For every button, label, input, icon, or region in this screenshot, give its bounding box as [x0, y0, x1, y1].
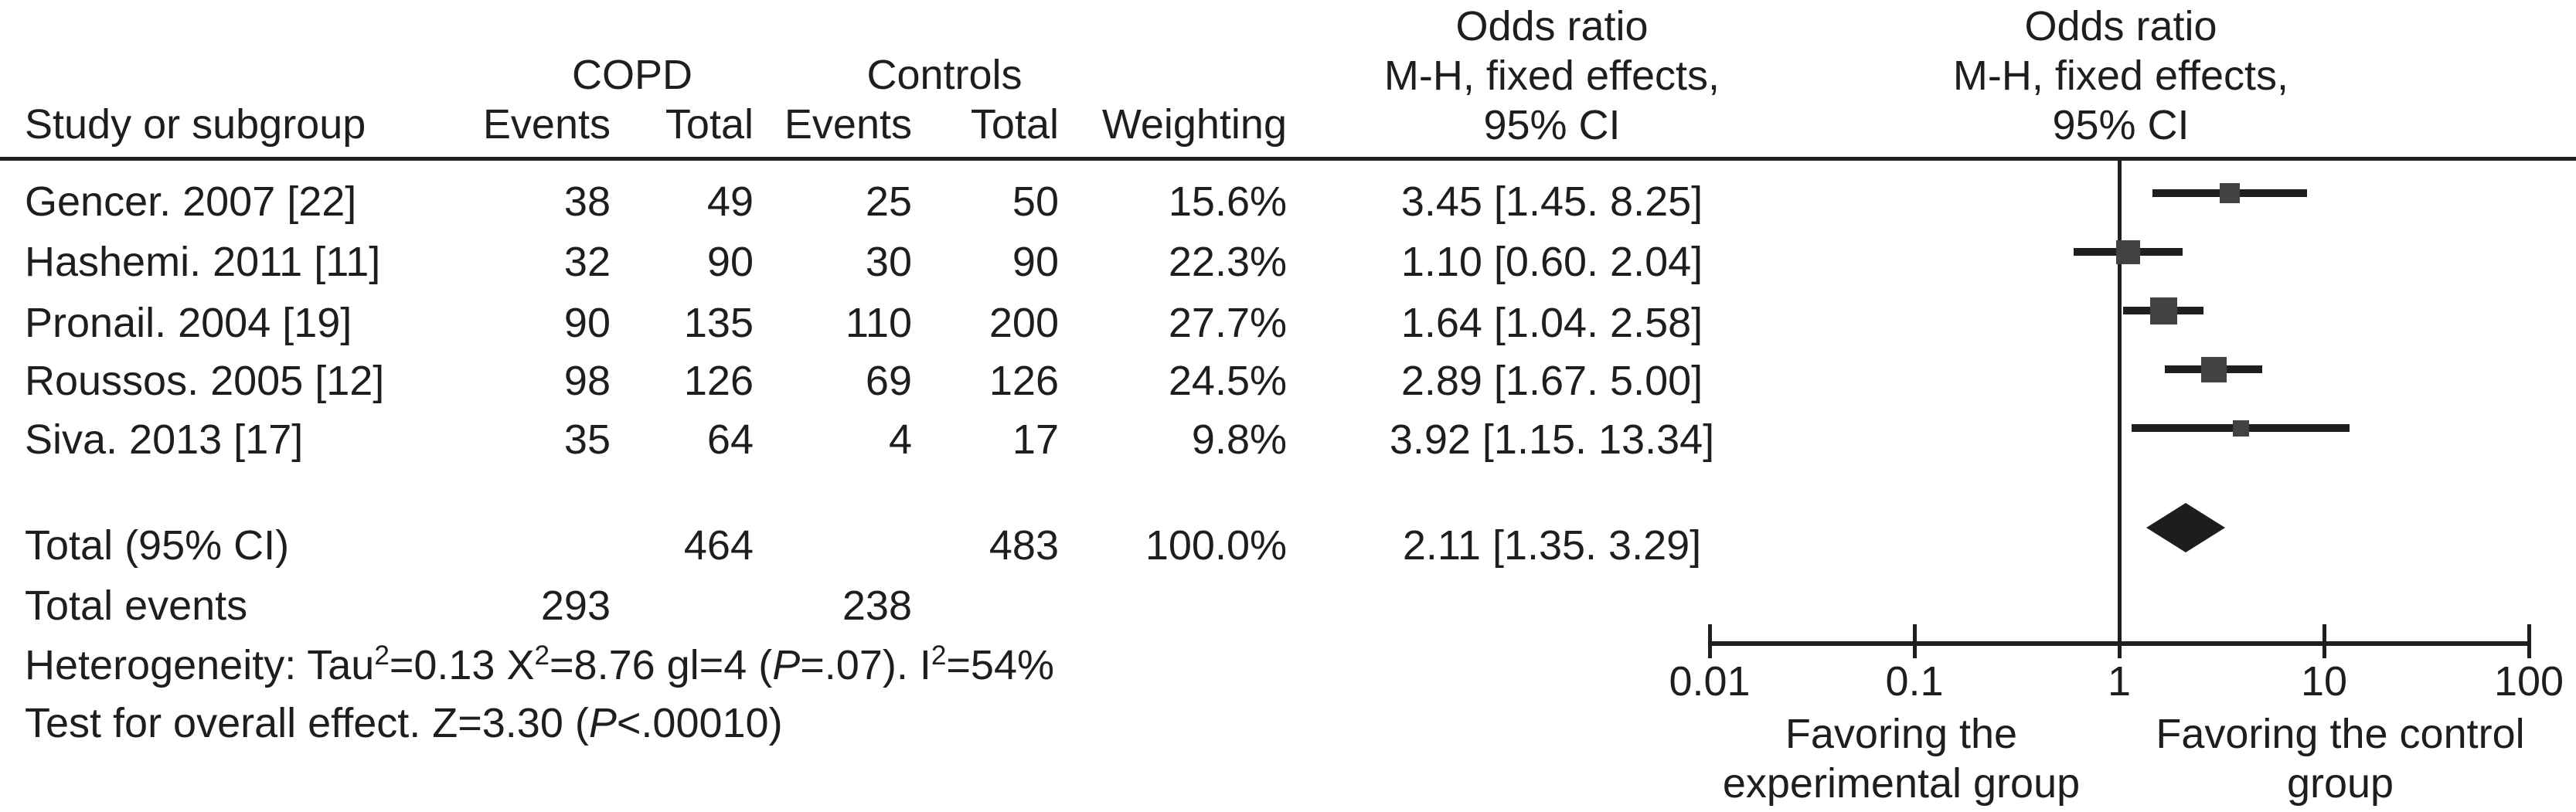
copd-events-value: 98 [563, 358, 611, 404]
weighting-value: 9.8% [1191, 416, 1287, 463]
study-label: Pronail. 2004 [19] [25, 300, 352, 346]
col-header-controls-events: Events [784, 101, 912, 148]
favoring-right-line2: group [2286, 760, 2394, 807]
study-label: Hashemi. 2011 [11] [25, 239, 381, 285]
copd-total-value: 126 [683, 358, 754, 404]
col-group-header-controls: Controls [866, 52, 1023, 98]
total-copd-events: 293 [540, 583, 611, 629]
col-header-controls-total: Total [970, 101, 1059, 148]
control-events-value: 30 [865, 239, 912, 285]
or-ci-text: 3.45 [1.45. 8.25] [1400, 178, 1703, 225]
weighting-value: 15.6% [1168, 178, 1287, 225]
effect-square [2220, 183, 2240, 203]
effect-square [2232, 420, 2249, 437]
odds-ratio-header-line1: Odds ratio [2024, 3, 2217, 49]
total-or-ci-text: 2.11 [1.35. 3.29] [1402, 522, 1702, 569]
odds-ratio-header-line3: 95% CI [2052, 102, 2190, 148]
copd-events-value: 38 [563, 178, 611, 225]
x-axis-tick-label: 1 [2107, 658, 2132, 705]
copd-events-value: 90 [563, 300, 611, 346]
total-control-total: 483 [989, 522, 1059, 569]
study-label: Roussos. 2005 [12] [25, 358, 385, 404]
favoring-left-line1: Favoring the [1785, 711, 2018, 757]
control-total-value: 50 [1012, 178, 1059, 225]
x-axis-tick-label: 10 [2300, 658, 2348, 705]
odds-ratio-header-line2: M-H, fixed effects, [1383, 53, 1720, 99]
control-total-value: 200 [989, 300, 1059, 346]
copd-events-value: 32 [563, 239, 611, 285]
col-header-weighting: Weighting [1101, 101, 1287, 148]
control-total-value: 126 [989, 358, 1059, 404]
col-header-study: Study or subgroup [25, 101, 366, 148]
control-total-value: 90 [1012, 239, 1059, 285]
copd-total-value: 49 [706, 178, 754, 225]
total-row-label: Total (95% CI) [25, 522, 290, 569]
favoring-left-label: Favoring the experimental group [1631, 709, 2172, 808]
or-ci-text: 1.10 [0.60. 2.04] [1400, 239, 1703, 285]
overall-effect-note: Test for overall effect. Z=3.30 (P<.0001… [25, 700, 783, 746]
control-total-value: 17 [1012, 416, 1059, 463]
x-axis-tick [2118, 624, 2122, 658]
weighting-value: 27.7% [1168, 300, 1287, 346]
x-axis-tick [1708, 624, 1712, 658]
x-axis-tick-label: 0.01 [1669, 658, 1751, 705]
or-ci-text: 2.89 [1.67. 5.00] [1400, 358, 1703, 404]
or-ci-text: 3.92 [1.15. 13.34] [1389, 416, 1715, 463]
col-group-header-copd: COPD [571, 52, 692, 98]
effect-square [2200, 356, 2227, 382]
control-events-value: 69 [865, 358, 912, 404]
or-ci-text: 1.64 [1.04. 2.58] [1400, 300, 1703, 346]
summary-diamond [2146, 503, 2225, 552]
effect-square [2115, 240, 2140, 264]
control-events-value: 4 [888, 416, 912, 463]
col-header-copd-events: Events [482, 101, 611, 148]
copd-total-value: 90 [706, 239, 754, 285]
copd-events-value: 35 [563, 416, 611, 463]
col-header-odds-ratio-text: Odds ratio M-H, fixed effects, 95% CI [1320, 2, 1784, 150]
total-weighting: 100.0% [1145, 522, 1287, 569]
reference-line [2118, 161, 2122, 646]
x-axis-tick-label: 100 [2493, 658, 2564, 705]
control-events-value: 25 [865, 178, 912, 225]
col-header-copd-total: Total [665, 101, 754, 148]
col-header-odds-ratio-plot: Odds ratio M-H, fixed effects, 95% CI [1889, 2, 2353, 150]
heterogeneity-note: Heterogeneity: Tau2=0.13 X2=8.76 gl=4 (P… [25, 640, 1054, 688]
x-axis-tick-label: 0.1 [1885, 658, 1944, 705]
favoring-right-label: Favoring the control group [2070, 709, 2576, 808]
total-events-label: Total events [25, 583, 248, 629]
odds-ratio-header-line3: 95% CI [1483, 102, 1621, 148]
x-axis-tick [2322, 624, 2326, 658]
total-control-events: 238 [842, 583, 912, 629]
favoring-left-line2: experimental group [1722, 760, 2081, 807]
copd-total-value: 64 [706, 416, 754, 463]
effect-square [2149, 297, 2177, 324]
total-copd-total: 464 [683, 522, 754, 569]
favoring-right-line1: Favoring the control [2156, 711, 2525, 757]
x-axis-tick [2527, 624, 2531, 658]
header-divider-rule [0, 157, 2576, 161]
control-events-value: 110 [845, 300, 912, 346]
weighting-value: 24.5% [1168, 358, 1287, 404]
odds-ratio-header-line1: Odds ratio [1455, 3, 1649, 49]
study-label: Gencer. 2007 [22] [25, 178, 357, 225]
weighting-value: 22.3% [1168, 239, 1287, 285]
x-axis-tick [1913, 624, 1917, 658]
study-label: Siva. 2013 [17] [25, 416, 304, 463]
copd-total-value: 135 [683, 300, 754, 346]
odds-ratio-header-line2: M-H, fixed effects, [1952, 53, 2289, 99]
